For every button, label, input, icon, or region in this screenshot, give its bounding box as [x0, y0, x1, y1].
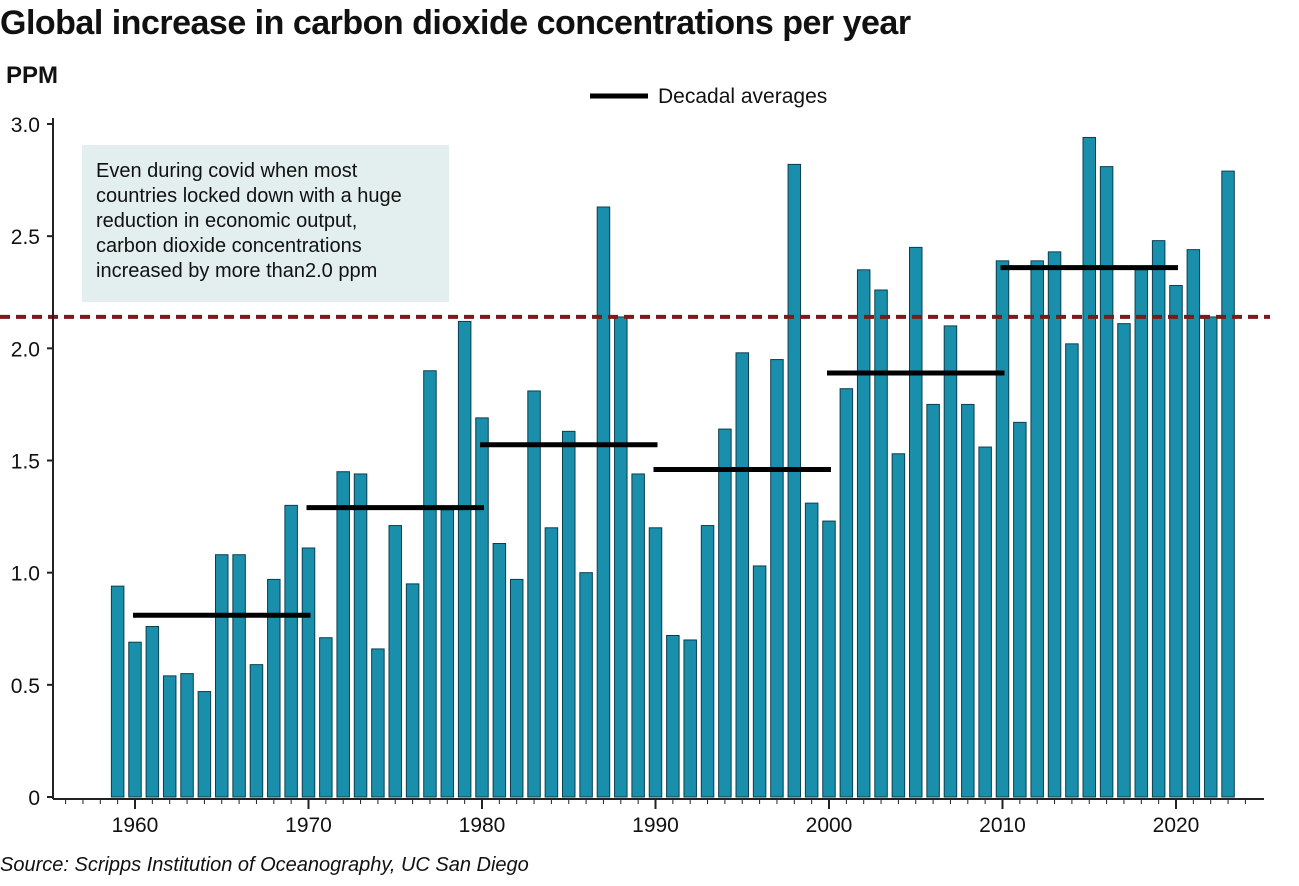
x-tick-label-1990: 1990	[632, 814, 679, 837]
bar-1960	[128, 641, 142, 798]
bar-2006	[926, 403, 940, 798]
bar-1970	[301, 547, 316, 798]
bar-1994	[718, 428, 732, 798]
source-note: Source: Scripps Institution of Oceanogra…	[0, 854, 529, 876]
x-axis-ticks: 1960 1970 1980 1990 2000 2010 2020	[65, 799, 1246, 837]
bar-1997	[770, 359, 784, 798]
bar-1982	[509, 578, 524, 798]
decadal-average-lines	[133, 265, 1178, 618]
bar-1987	[596, 206, 611, 798]
bar-1990	[648, 527, 663, 798]
bar-2007	[943, 325, 958, 798]
bar-1959	[110, 585, 125, 798]
y-tick-label-3.0: 3.0	[11, 114, 40, 137]
bar-2000	[822, 520, 836, 798]
bar-1980	[475, 417, 489, 798]
legend-label: Decadal averages	[658, 85, 827, 108]
annotation-box: Even during covid when most countries lo…	[82, 145, 449, 302]
bar-series	[110, 136, 1235, 798]
y-tick-label-0: 0	[28, 787, 40, 810]
bar-2009	[978, 446, 992, 798]
y-tick-label-1.5: 1.5	[11, 451, 40, 474]
bar-1988	[614, 316, 628, 798]
bar-1978	[440, 509, 455, 798]
annotation-line-5: increased by more than2.0 ppm	[96, 260, 377, 282]
y-axis-unit-label: PPM	[6, 62, 59, 89]
bar-1993	[700, 525, 715, 798]
y-tick-label-2.5: 2.5	[11, 226, 40, 249]
bar-2004	[891, 453, 906, 798]
bar-2010	[995, 260, 1010, 798]
bar-1999	[804, 502, 819, 798]
x-tick-label-1980: 1980	[459, 814, 506, 837]
bar-1963	[180, 673, 194, 798]
y-tick-label-1.0: 1.0	[11, 563, 40, 586]
bar-1998	[787, 163, 802, 798]
bar-1967	[249, 664, 264, 798]
annotation-background	[82, 145, 449, 302]
bar-2003	[874, 289, 888, 798]
annotation-line-3: reduction in economic output,	[96, 210, 357, 232]
bar-1981	[492, 543, 507, 798]
bar-1961	[145, 626, 160, 798]
bar-1995	[735, 352, 749, 798]
y-tick-label-0.5: 0.5	[11, 675, 40, 698]
bar-1984	[544, 527, 559, 798]
bar-1986	[579, 572, 593, 798]
legend: Decadal averages	[590, 85, 827, 108]
bar-2022	[1203, 316, 1218, 798]
bar-2018	[1134, 269, 1149, 798]
bar-2016	[1099, 166, 1114, 798]
bar-1968	[267, 578, 281, 798]
x-tick-label-1970: 1970	[285, 814, 332, 837]
bar-1962	[162, 675, 177, 798]
x-tick-label-2000: 2000	[806, 814, 853, 837]
bar-1977	[423, 370, 437, 798]
bar-1976	[405, 583, 420, 798]
bar-1992	[683, 639, 697, 798]
bar-1989	[631, 473, 645, 798]
bar-2001	[839, 388, 854, 798]
bar-2008	[961, 403, 975, 798]
bar-2014	[1065, 343, 1079, 798]
bar-1971	[319, 637, 333, 798]
bar-1973	[353, 473, 368, 798]
bar-2013	[1047, 251, 1062, 798]
bar-1996	[752, 565, 767, 798]
bar-1975	[388, 525, 402, 798]
bar-1966	[232, 554, 246, 798]
bar-2012	[1030, 260, 1044, 798]
bar-1965	[215, 554, 229, 798]
bar-2011	[1013, 421, 1027, 798]
x-tick-label-2020: 2020	[1153, 814, 1200, 837]
chart-title: Global increase in carbon dioxide concen…	[0, 4, 911, 42]
bar-2023	[1221, 170, 1235, 798]
bar-2021	[1186, 249, 1201, 798]
bar-2019	[1151, 240, 1166, 798]
annotation-line-4: carbon dioxide concentrations	[96, 235, 362, 257]
bar-2015	[1082, 136, 1096, 798]
bar-1985	[562, 430, 576, 798]
bar-1983	[527, 390, 541, 798]
bar-2002	[856, 269, 871, 798]
bar-1964	[197, 691, 212, 798]
bar-2005	[909, 246, 923, 798]
bar-1974	[371, 648, 385, 798]
bar-2020	[1169, 285, 1183, 798]
bar-1969	[284, 504, 298, 798]
annotation-line-2: countries locked down with a huge	[96, 185, 402, 207]
bar-2017	[1117, 323, 1131, 798]
bar-1991	[666, 634, 680, 798]
x-tick-label-1960: 1960	[112, 814, 159, 837]
x-tick-label-2010: 2010	[979, 814, 1026, 837]
annotation-line-1: Even during covid when most	[96, 160, 358, 182]
bar-1972	[336, 471, 350, 798]
bar-1979	[457, 320, 472, 798]
y-tick-label-2.0: 2.0	[11, 338, 40, 361]
y-axis-ticks: 0 0.5 1.0 1.5 2.0 2.5 3.0	[11, 114, 53, 810]
